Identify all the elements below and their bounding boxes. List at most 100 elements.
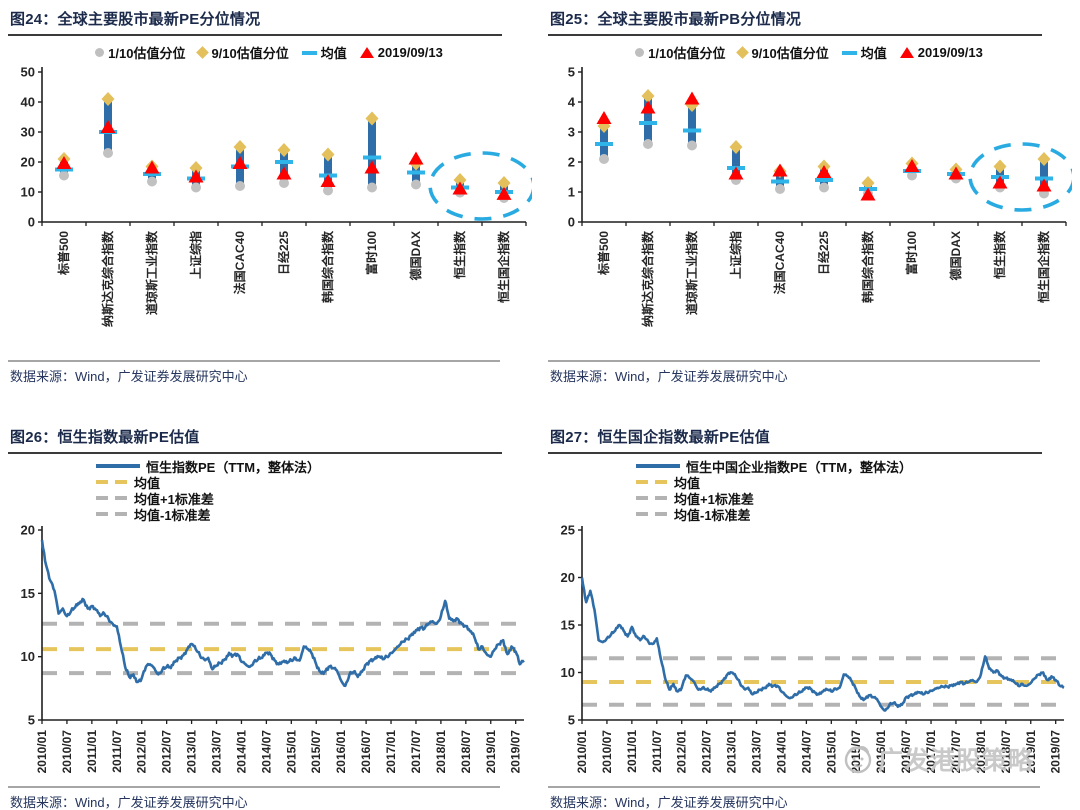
- high-decile-marker: [729, 140, 743, 154]
- mean-marker: [407, 170, 425, 175]
- date-label: 2018/07: [459, 730, 473, 774]
- date-label: 2012/07: [160, 730, 174, 774]
- mean-marker: [771, 179, 789, 184]
- legend-label: 2019/09/13: [377, 45, 443, 60]
- date-label: 2014/01: [234, 730, 248, 774]
- fig27-chart: 5 10 15 20 25 2010/01 2010/07 2011/01 2011/07 201…: [561, 523, 1065, 774]
- fig26-source: 数据来源：Wind，广发证券发展研究中心: [10, 795, 248, 810]
- gray-dash-icon: [96, 496, 128, 500]
- pe-series-line: [580, 577, 1065, 712]
- low-decile-marker: [147, 176, 157, 187]
- date-label: 2013/07: [750, 730, 764, 774]
- svg-text:10: 10: [561, 665, 575, 680]
- legend-label: 均值: [860, 46, 887, 61]
- category-label: 恒生国企指数: [1036, 230, 1051, 303]
- svg-text:30: 30: [21, 125, 35, 140]
- current-marker: [408, 151, 424, 165]
- blue-line-icon: [636, 464, 680, 468]
- legend-label: 均值: [674, 475, 701, 491]
- mean-marker: [143, 172, 161, 176]
- low-decile-marker: [323, 185, 333, 196]
- legend-label: 1/10估值分位: [108, 46, 186, 61]
- red-triangle-icon: [899, 47, 914, 58]
- category-label: 韩国综合指数: [860, 230, 875, 303]
- category-label: 纳斯达克综合指数: [100, 230, 115, 327]
- yellow-dash-icon: [96, 480, 128, 484]
- divider: [548, 786, 1040, 788]
- low-decile-marker: [643, 139, 653, 149]
- low-decile-marker: [235, 181, 245, 191]
- divider: [548, 360, 1040, 362]
- legend-item: 2019/09/13: [359, 45, 443, 60]
- fig26-legend: 恒生指数PE（TTM，整体法） 均值 均值+1标准差 均值-1标准差: [96, 458, 530, 523]
- category-label: 恒生指数: [452, 230, 467, 279]
- fig27-source: 数据来源：Wind，广发证券发展研究中心: [550, 795, 788, 810]
- plot: 0 10 20 30 40 50 标普500 纳斯达克综合指数 道琼斯工业指数 上证综指 法国CAC…: [21, 65, 532, 327]
- date-label: 2010/07: [600, 730, 614, 774]
- high-decile-marker: [861, 176, 875, 190]
- svg-text:0: 0: [28, 215, 35, 230]
- current-marker: [816, 165, 832, 178]
- panel-fig27: 图27：恒生国企指数最新PE估值 恒生中国企业指数PE（TTM，整体法） 均值 …: [540, 418, 1080, 810]
- gray-dot-icon: [95, 48, 105, 57]
- legend-item: 1/10估值分位: [95, 43, 185, 62]
- date-label: 2013/01: [725, 730, 739, 774]
- category-label: 标普500: [596, 231, 611, 276]
- high-decile-marker: [1037, 152, 1051, 166]
- current-marker: [452, 181, 468, 195]
- legend-item: 均值-1标准差: [636, 506, 1070, 523]
- date-label: 2017/07: [409, 730, 423, 774]
- svg-text:3: 3: [568, 125, 575, 140]
- low-decile-marker: [367, 182, 377, 193]
- category-label: 德国DAX: [408, 231, 423, 280]
- legend-item: 均值+1标准差: [636, 490, 1070, 507]
- high-decile-marker: [497, 176, 511, 190]
- legend-label: 均值: [134, 475, 161, 491]
- category-label: 德国DAX: [948, 231, 963, 280]
- legend-item: 2019/09/13: [899, 45, 983, 60]
- date-label: 2018/07: [999, 730, 1013, 774]
- date-label: 2014/01: [774, 730, 788, 774]
- date-label: 2017/01: [924, 730, 938, 774]
- date-label: 2012/07: [700, 730, 714, 774]
- legend-item: 9/10估值分位: [196, 43, 289, 62]
- svg-text:4: 4: [568, 95, 576, 110]
- plot: 5 10 15 20 25 2010/01 2010/07 2011/01 2011/07 201…: [561, 523, 1065, 774]
- current-marker: [100, 120, 116, 133]
- svg-text:15: 15: [561, 618, 575, 633]
- fig26-title: 图26：恒生指数最新PE估值: [8, 424, 502, 454]
- legend-label: 9/10估值分位: [211, 46, 289, 61]
- divider: [8, 360, 500, 362]
- legend-label: 恒生中国企业指数PE（TTM，整体法）: [686, 459, 913, 475]
- legend-item: 均值+1标准差: [96, 490, 530, 507]
- svg-text:10: 10: [21, 185, 35, 200]
- date-label: 2016/01: [874, 730, 888, 774]
- svg-text:1: 1: [568, 185, 575, 200]
- mean-marker: [55, 167, 73, 172]
- fig24-legend: 1/10估值分位 9/10估值分位 均值 2019/09/13: [8, 43, 530, 62]
- low-decile-marker: [279, 178, 289, 188]
- gray-dash-icon: [636, 496, 668, 500]
- date-label: 2015/01: [824, 730, 838, 774]
- mean-marker: [815, 178, 833, 182]
- mean-marker: [595, 142, 613, 146]
- cyan-dash-icon: [841, 50, 857, 55]
- date-label: 2019/07: [509, 730, 523, 774]
- mean-marker: [275, 160, 293, 164]
- category-label: 日经225: [276, 231, 291, 275]
- date-label: 2016/07: [899, 730, 913, 774]
- date-label: 2010/07: [60, 730, 74, 774]
- category-label: 富时100: [364, 231, 379, 275]
- legend-label: 恒生指数PE（TTM，整体法）: [146, 459, 321, 475]
- mean-marker: [363, 155, 381, 160]
- current-marker: [496, 186, 512, 200]
- date-label: 2017/01: [384, 730, 398, 774]
- svg-text:5: 5: [28, 713, 35, 728]
- high-decile-marker: [993, 159, 1007, 174]
- category-label: 日经225: [816, 231, 831, 275]
- yellow-dash-icon: [636, 480, 668, 484]
- svg-text:5: 5: [568, 713, 575, 728]
- legend-label: 均值: [320, 46, 347, 61]
- current-marker: [684, 91, 700, 105]
- fig27-legend: 恒生中国企业指数PE（TTM，整体法） 均值 均值+1标准差 均值-1标准差: [636, 458, 1070, 523]
